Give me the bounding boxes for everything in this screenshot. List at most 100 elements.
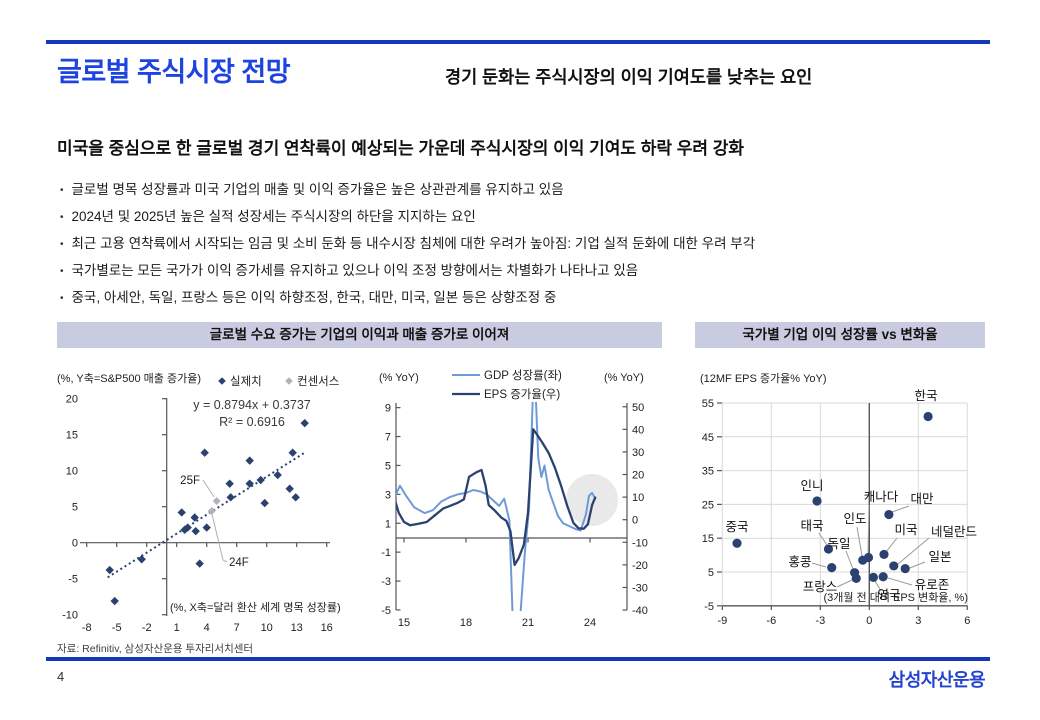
bullet-dot-icon: •: [60, 293, 64, 304]
legend-label-eps: EPS 증가율(우): [484, 388, 560, 401]
annotation-label: 25F: [180, 475, 200, 487]
legend-label-actual: 실제치: [230, 375, 262, 388]
country-label: 일본: [928, 550, 951, 564]
annotation-line: [202, 479, 215, 498]
actual-point: [202, 523, 211, 532]
tick-label: -5: [112, 622, 122, 634]
label-connector: [885, 537, 898, 553]
page-title: 글로벌 주식시장 전망: [57, 57, 291, 87]
actual-point: [285, 484, 294, 493]
country-label: 홍콩: [788, 555, 811, 569]
series-line-right: [396, 428, 597, 567]
tick-label: 5: [385, 460, 391, 472]
tick-label: -30: [632, 582, 648, 594]
tick-label: 24: [584, 617, 596, 629]
actual-point: [105, 565, 114, 575]
country-label: 캐나다: [864, 490, 899, 504]
tick-label: -5: [68, 574, 78, 586]
bullet-dot-icon: •: [60, 266, 64, 277]
actual-point: [273, 470, 282, 480]
country-label: 대만: [910, 492, 934, 506]
label-connector: [867, 504, 870, 554]
bullet-text: 중국, 아세안, 독일, 프랑스 등은 이익 하향조정, 한국, 대만, 미국,…: [71, 290, 557, 305]
actual-point: [300, 418, 309, 428]
label-connector: [887, 577, 913, 586]
tick-label: 0: [72, 538, 78, 550]
tick-label: -10: [632, 537, 648, 549]
country-point: [889, 561, 899, 571]
country-label: 미국: [894, 523, 917, 537]
y-axis-title: (12MF EPS 증가율% YoY): [700, 372, 827, 385]
tick-label: 4: [204, 622, 210, 634]
x-axis-title: (3개월 전 대비 EPS 변화율, %): [823, 591, 968, 604]
country-point: [732, 538, 742, 548]
left-axis-title: (% YoY): [379, 372, 419, 384]
actual-point: [226, 493, 235, 502]
actual-point: [195, 559, 204, 568]
tick-label: -3: [381, 576, 391, 588]
chart-panel-header-right: 국가별 기업 이익 성장률 vs 변화율: [695, 322, 985, 348]
x-axis-title: (%, X축=달러 환산 세계 명목 성장률): [170, 601, 341, 614]
actual-point: [183, 523, 192, 532]
consensus-point: [212, 496, 221, 505]
regression-equation: y = 0.8794x + 0.3737: [193, 398, 311, 412]
r-squared: R² = 0.6916: [219, 415, 285, 429]
country-point: [879, 549, 889, 560]
page-subtitle: 경기 둔화는 주식시장의 이익 기여도를 낮추는 요인: [445, 67, 813, 87]
tick-label: 30: [632, 447, 644, 459]
source-note: 자료: Refinitiv, 삼성자산운용 투자리서치센터: [57, 643, 254, 655]
tick-label: 6: [964, 615, 970, 627]
tick-label: 50: [632, 402, 644, 414]
tick-label: 7: [234, 622, 240, 634]
tick-label: 45: [702, 432, 714, 444]
tick-label: 40: [632, 424, 644, 436]
annotation-label: 24F: [229, 557, 249, 569]
country-point: [812, 496, 822, 506]
actual-point: [110, 596, 119, 606]
actual-point: [177, 508, 186, 517]
bullet-dot-icon: •: [60, 185, 64, 196]
country-point: [884, 509, 894, 520]
tick-label: -5: [381, 605, 391, 617]
legend-actual-marker: [218, 377, 226, 385]
tick-label: -5: [704, 601, 714, 613]
annotation-line: [211, 513, 228, 563]
tick-label: 5: [72, 502, 78, 514]
label-connector: [836, 579, 853, 588]
tick-label: -20: [632, 560, 648, 572]
tick-label: 10: [261, 622, 273, 634]
tick-label: 21: [522, 617, 534, 629]
tick-label: 1: [385, 518, 391, 530]
tick-label: 9: [385, 403, 391, 415]
tick-label: 0: [632, 515, 638, 527]
tick-label: 10: [66, 466, 78, 478]
country-label: 한국: [914, 389, 937, 403]
tick-label: 55: [702, 398, 714, 410]
actual-point: [291, 493, 300, 502]
tick-label: 15: [702, 533, 714, 545]
actual-point: [256, 475, 265, 485]
bullet-text: 최근 고용 연착륙에서 시작되는 임금 및 소비 둔화 등 내수시장 침체에 대…: [71, 236, 756, 251]
bullet-dot-icon: •: [60, 212, 64, 223]
bullet-text: 국가별로는 모든 국가가 이익 증가세를 유지하고 있으나 이익 조정 방향에서…: [71, 263, 639, 278]
tick-label: -10: [62, 610, 78, 622]
top-rule: [46, 40, 990, 44]
actual-point: [260, 498, 269, 508]
country-point: [851, 573, 861, 584]
label-connector: [874, 580, 882, 592]
highlight-circle: [566, 474, 618, 526]
legend-label-consensus: 컨센서스: [297, 375, 339, 388]
tick-label: 10: [632, 492, 644, 504]
tick-label: -9: [717, 615, 727, 627]
tick-label: 3: [385, 489, 391, 501]
right-axis-title: (% YoY): [604, 372, 644, 384]
legend-label-gdp: GDP 성장률(좌): [484, 369, 562, 382]
tick-label: -6: [766, 615, 776, 627]
country-point: [823, 544, 834, 554]
tick-label: 7: [385, 432, 391, 444]
country-label: 인니: [800, 479, 823, 493]
bullet-item: • 글로벌 명목 성장률과 미국 기업의 매출 및 이익 증가율은 높은 상관관계…: [60, 176, 755, 203]
actual-point: [245, 479, 254, 488]
legend-consensus-marker: [285, 377, 293, 385]
